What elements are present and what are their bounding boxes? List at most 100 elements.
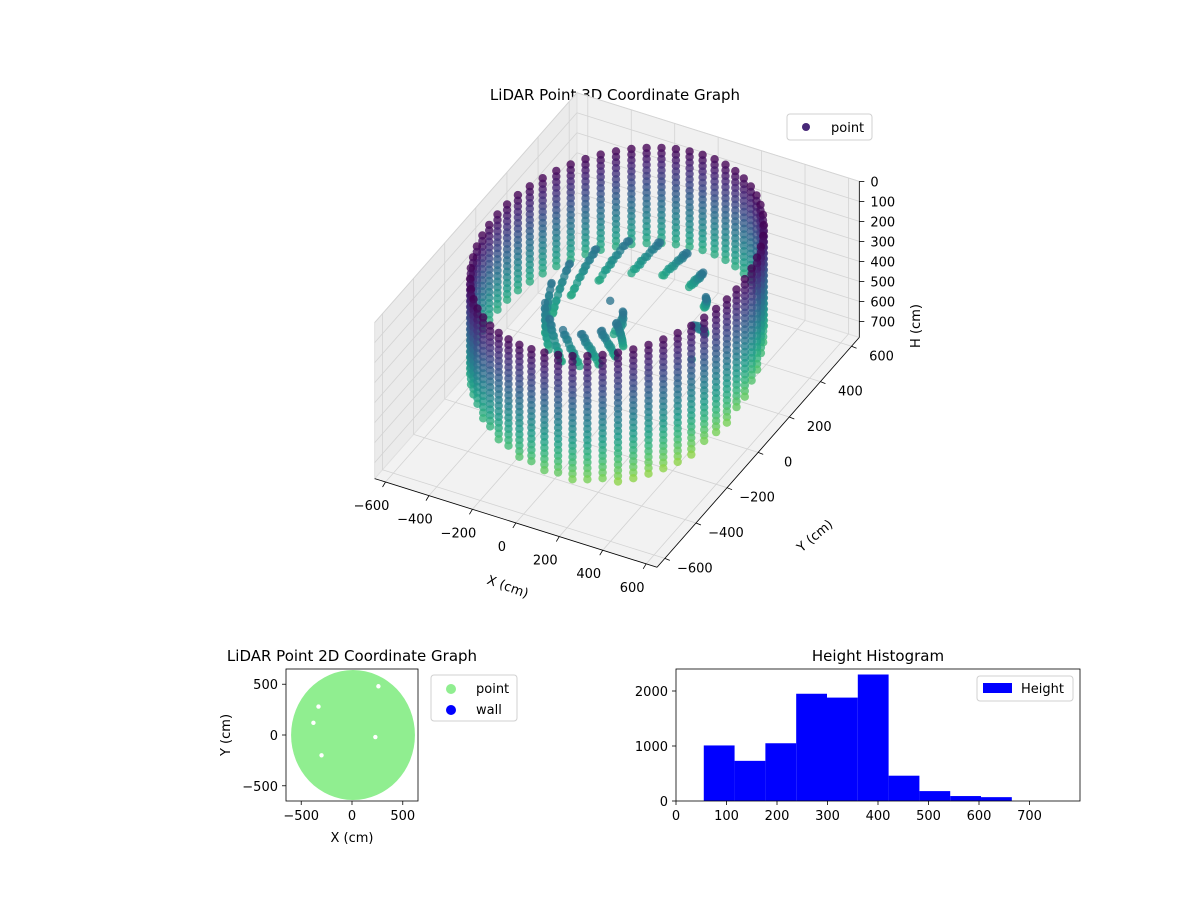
chart-3d-point	[504, 441, 513, 450]
histogram-x-tick-label: 100	[714, 809, 739, 824]
chart-3d-point	[699, 268, 708, 277]
chart-2d-gap	[311, 720, 316, 726]
chart-3d-point	[502, 295, 512, 304]
histogram-bar	[950, 796, 982, 801]
chart-3d-axis-line	[695, 522, 702, 526]
chart-3d-legend: point	[786, 113, 873, 141]
histogram-legend: Height	[976, 675, 1074, 702]
chart-3d-axis-line	[425, 495, 430, 501]
chart-3d-axis-line	[789, 416, 795, 420]
chart-2d-gap	[319, 753, 324, 758]
legend-height-swatch	[983, 683, 1012, 693]
histogram-x-tick-label: 700	[1017, 809, 1042, 824]
chart-3d-axis-line	[726, 487, 733, 491]
chart-3d-x-tick-label: −200	[441, 526, 477, 541]
chart-3d-point	[566, 291, 575, 300]
chart-3d-point	[698, 245, 707, 255]
chart-3d-axis-line	[469, 509, 473, 515]
chart-3d-zlabel: H (cm)	[909, 304, 924, 348]
chart-3d-ylabel: Y (cm)	[794, 517, 837, 556]
legend-point-marker	[802, 123, 810, 131]
chart-3d-point	[494, 435, 503, 444]
chart-2d-plot: −500 0 500 −500 0 500	[242, 668, 419, 824]
histogram-bar	[857, 674, 889, 801]
chart-2d-ylabel: Y (cm)	[219, 714, 234, 757]
chart-3d-gridline	[576, 212, 860, 302]
chart-3d-y-tick-label: −200	[739, 491, 775, 506]
histogram-bar	[981, 797, 1012, 801]
chart-3d-point	[740, 392, 749, 401]
histogram-bar	[919, 791, 951, 801]
chart-3d-point	[732, 402, 741, 412]
chart-3d-point	[642, 238, 651, 248]
chart-3d-point	[538, 269, 547, 278]
chart-3d-point	[722, 418, 732, 427]
chart-2d-x-tick-label: −500	[283, 809, 319, 824]
histogram-plot: 0 100 200 300 400 500 600 700 0 1000 2000	[635, 668, 1081, 824]
chart-3d-axes: −600 −400 −200 0 200 400 600 −600 −400 −200 0 200 40…	[354, 175, 895, 595]
histogram-y-tick-label: 0	[660, 795, 668, 810]
chart-2d-point-cloud	[291, 670, 415, 800]
chart-3d-point	[598, 474, 607, 483]
chart-3d-point	[513, 286, 523, 295]
histogram-bar	[888, 775, 920, 801]
chart-3d-point	[700, 436, 709, 446]
chart-3d-point	[659, 464, 668, 473]
chart-3d-z-tick-label: 0	[870, 175, 878, 190]
chart-3d-point	[701, 294, 711, 303]
chart-3d-point	[493, 305, 502, 314]
chart-3d-x-tick-label: −400	[397, 513, 433, 528]
histogram-x-tick-label: 500	[916, 809, 941, 824]
chart-3d-z-tick-label: 200	[870, 215, 895, 230]
chart-3d-gridline	[382, 469, 665, 559]
chart-2d-gap	[373, 734, 378, 740]
chart-2d-panel: LiDAR Point 2D Coordinate Graph −500 0 500…	[219, 647, 518, 846]
chart-2d-points	[291, 670, 415, 800]
chart-3d-point	[671, 240, 681, 249]
chart-3d-point	[611, 319, 621, 329]
chart-3d-panel: LiDAR Point 3D Coordinate Graph −600 −400…	[354, 86, 924, 602]
legend-point-marker	[446, 684, 456, 694]
chart-2d-y-tick-label: 500	[253, 678, 278, 693]
chart-3d-axis-line	[820, 381, 826, 384]
chart-3d-point	[515, 452, 524, 461]
histogram-panel: Height Histogram 0 100 200 300 400 500 600 7000…	[635, 647, 1081, 824]
histogram-bar	[826, 697, 858, 801]
chart-3d-point	[711, 427, 721, 437]
chart-3d-point	[619, 308, 628, 317]
histogram-x-tick-label: 400	[866, 809, 891, 824]
histogram-title: Height Histogram	[812, 647, 944, 665]
chart-3d-gridline	[374, 92, 578, 323]
chart-3d-x-tick-label: 600	[620, 581, 645, 596]
chart-3d-y-tick-label: 600	[869, 349, 894, 364]
chart-3d-point	[685, 242, 694, 251]
chart-3d-points	[465, 143, 769, 486]
chart-3d-y-tick-label: 200	[807, 420, 832, 435]
histogram-x-tick-label: 0	[672, 809, 680, 824]
chart-2d-x-tick-label: 500	[390, 809, 415, 824]
chart-3d-point	[629, 474, 638, 483]
chart-3d-point	[721, 255, 730, 265]
chart-3d-x-tick-label: 200	[533, 554, 558, 569]
histogram-x-tick-label: 600	[967, 809, 992, 824]
chart-3d-y-tick-label: −600	[677, 561, 713, 576]
chart-2d-legend: point wall	[430, 674, 518, 722]
chart-3d-axis-line	[512, 522, 517, 529]
chart-3d-x-tick-label: 400	[576, 567, 601, 582]
chart-3d-z-tick-label: 700	[870, 315, 895, 330]
chart-3d-axis-line	[599, 549, 604, 556]
histogram-bar	[703, 745, 735, 801]
chart-3d-x-tick-label: −600	[354, 499, 390, 514]
chart-3d-point	[606, 296, 615, 305]
chart-3d-gridline	[413, 434, 697, 524]
chart-2d-y-tick-label: 0	[270, 729, 278, 744]
chart-3d-z-tick-label: 400	[870, 255, 895, 270]
histogram-bar	[765, 743, 797, 801]
chart-3d-y-tick-label: 400	[838, 385, 863, 400]
chart-3d-title: LiDAR Point 3D Coordinate Graph	[490, 86, 740, 104]
chart-2d-title: LiDAR Point 2D Coordinate Graph	[227, 647, 477, 665]
chart-3d-point	[644, 469, 653, 478]
chart-3d-point	[624, 237, 634, 246]
chart-3d-z-tick-label: 100	[870, 195, 895, 210]
